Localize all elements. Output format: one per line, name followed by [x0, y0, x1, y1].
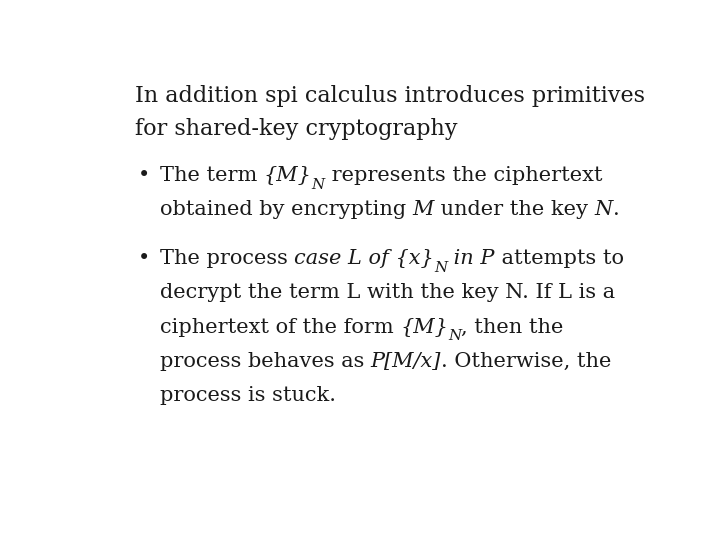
- Text: process is stuck.: process is stuck.: [160, 386, 336, 405]
- Text: under the key: under the key: [434, 200, 595, 219]
- Text: •: •: [138, 166, 150, 185]
- Text: process behaves as: process behaves as: [160, 352, 371, 370]
- Text: N: N: [448, 329, 461, 343]
- Text: for shared-key cryptography: for shared-key cryptography: [135, 118, 457, 140]
- Text: decrypt the term L with the key N. If L is a: decrypt the term L with the key N. If L …: [160, 284, 615, 302]
- Text: N: N: [312, 178, 325, 192]
- Text: The term: The term: [160, 166, 264, 185]
- Text: case L of {x}: case L of {x}: [294, 249, 434, 268]
- Text: ciphertext of the form: ciphertext of the form: [160, 318, 400, 336]
- Text: in P: in P: [447, 249, 495, 268]
- Text: {M}: {M}: [264, 166, 312, 185]
- Text: P[M/x]: P[M/x]: [371, 352, 441, 370]
- Text: N: N: [434, 261, 447, 275]
- Text: represents the ciphertext: represents the ciphertext: [325, 166, 602, 185]
- Text: The process: The process: [160, 249, 294, 268]
- Text: In addition spi calculus introduces primitives: In addition spi calculus introduces prim…: [135, 85, 644, 107]
- Text: {M}: {M}: [400, 318, 448, 336]
- Text: obtained by encrypting: obtained by encrypting: [160, 200, 413, 219]
- Text: N: N: [595, 200, 613, 219]
- Text: M: M: [413, 200, 434, 219]
- Text: •: •: [138, 249, 150, 268]
- Text: . Otherwise, the: . Otherwise, the: [441, 352, 611, 370]
- Text: attempts to: attempts to: [495, 249, 624, 268]
- Text: .: .: [613, 200, 619, 219]
- Text: , then the: , then the: [461, 318, 564, 336]
